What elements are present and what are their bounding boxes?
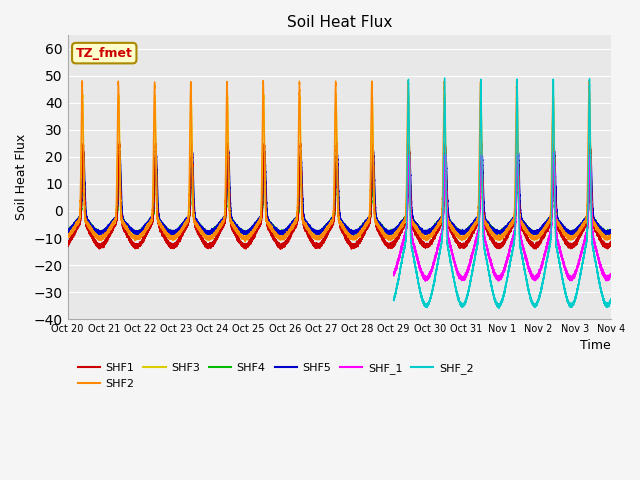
Text: TZ_fmet: TZ_fmet [76, 47, 132, 60]
Legend: SHF1, SHF2, SHF3, SHF4, SHF5, SHF_1, SHF_2: SHF1, SHF2, SHF3, SHF4, SHF5, SHF_1, SHF… [73, 359, 478, 393]
X-axis label: Time: Time [580, 339, 611, 352]
Title: Soil Heat Flux: Soil Heat Flux [287, 15, 392, 30]
Y-axis label: Soil Heat Flux: Soil Heat Flux [15, 134, 28, 220]
